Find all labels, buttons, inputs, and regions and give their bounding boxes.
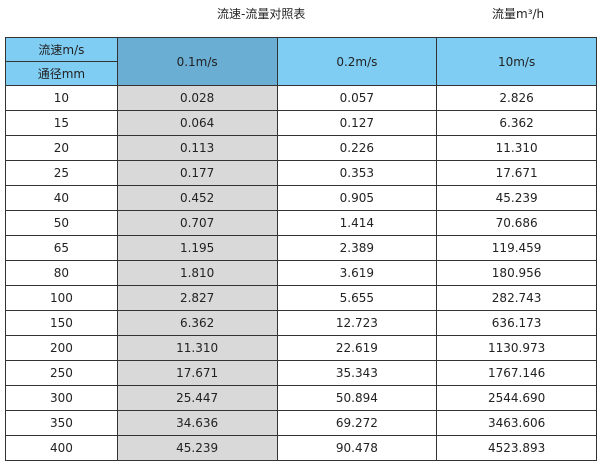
diameter-cell: 100 [5, 285, 118, 311]
flow-cell: 0.028 [116, 85, 278, 111]
flow-cell: 12.723 [276, 310, 438, 336]
diameter-cell: 400 [5, 435, 118, 461]
diameter-header: 通径mm [5, 61, 118, 86]
table-row: 25 0.177 0.353 17.671 [5, 160, 597, 186]
flow-cell: 1.810 [116, 260, 278, 286]
flow-cell: 3463.606 [436, 410, 597, 436]
flow-cell: 2.827 [116, 285, 278, 311]
flow-cell: 0.057 [276, 85, 438, 111]
flow-cell: 0.127 [276, 110, 438, 136]
flow-cell: 17.671 [116, 360, 278, 386]
flow-cell: 90.478 [276, 435, 438, 461]
flow-cell: 2544.690 [436, 385, 597, 411]
diameter-cell: 25 [5, 160, 118, 186]
flow-cell: 11.310 [436, 135, 597, 161]
flow-cell: 0.353 [276, 160, 438, 186]
table-row: 200 11.310 22.619 1130.973 [5, 335, 597, 361]
diameter-cell: 20 [5, 135, 118, 161]
table-row: 40 0.452 0.905 45.239 [5, 185, 597, 211]
table-row: 100 2.827 5.655 282.743 [5, 285, 597, 311]
column-header: 10m/s [436, 37, 597, 86]
diameter-cell: 80 [5, 260, 118, 286]
flow-cell: 1.414 [276, 210, 438, 236]
flow-cell: 282.743 [436, 285, 597, 311]
table-row: 15 0.064 0.127 6.362 [5, 110, 597, 136]
flow-cell: 1767.146 [436, 360, 597, 386]
diameter-cell: 15 [5, 110, 118, 136]
flow-cell: 69.272 [276, 410, 438, 436]
flow-cell: 2.389 [276, 235, 438, 261]
table-row: 80 1.810 3.619 180.956 [5, 260, 597, 286]
flow-cell: 636.173 [436, 310, 597, 336]
table-row: 20 0.113 0.226 11.310 [5, 135, 597, 161]
flow-cell: 45.239 [116, 435, 278, 461]
diameter-cell: 250 [5, 360, 118, 386]
diameter-cell: 40 [5, 185, 118, 211]
flow-cell: 17.671 [436, 160, 597, 186]
table-title: 流速-流量对照表 [217, 7, 306, 21]
flow-cell: 0.905 [276, 185, 438, 211]
diameter-cell: 350 [5, 410, 118, 436]
header-row: 通径mm [5, 61, 597, 86]
flow-cell: 1.195 [116, 235, 278, 261]
speed-header: 流速m/s [5, 37, 118, 62]
unit-label: 流量m³/h [492, 7, 545, 21]
flow-cell: 0.707 [116, 210, 278, 236]
table-row: 65 1.195 2.389 119.459 [5, 235, 597, 261]
diameter-cell: 150 [5, 310, 118, 336]
flow-cell: 45.239 [436, 185, 597, 211]
column-header: 0.1m/s [116, 37, 278, 86]
flow-cell: 22.619 [276, 335, 438, 361]
diameter-cell: 300 [5, 385, 118, 411]
column-header: 0.2m/s [276, 37, 438, 86]
table-row: 150 6.362 12.723 636.173 [5, 310, 597, 336]
flow-cell: 6.362 [116, 310, 278, 336]
flow-cell: 0.177 [116, 160, 278, 186]
diameter-cell: 10 [5, 85, 118, 111]
flow-cell: 2.826 [436, 85, 597, 111]
table-row: 50 0.707 1.414 70.686 [5, 210, 597, 236]
flow-table: 流速m/s 0.1m/s 0.2m/s 10m/s 通径mm 10 0.028 0.… [5, 37, 597, 461]
table-row: 400 45.239 90.478 4523.893 [5, 435, 597, 461]
flow-cell: 70.686 [436, 210, 597, 236]
diameter-cell: 200 [5, 335, 118, 361]
flow-cell: 25.447 [116, 385, 278, 411]
table-row: 350 34.636 69.272 3463.606 [5, 410, 597, 436]
flow-cell: 11.310 [116, 335, 278, 361]
flow-cell: 0.113 [116, 135, 278, 161]
flow-cell: 50.894 [276, 385, 438, 411]
flow-cell: 119.459 [436, 235, 597, 261]
table-row: 10 0.028 0.057 2.826 [5, 85, 597, 111]
flow-cell: 0.226 [276, 135, 438, 161]
flow-cell: 180.956 [436, 260, 597, 286]
header-row: 流速m/s 0.1m/s 0.2m/s 10m/s [5, 37, 597, 86]
diameter-cell: 50 [5, 210, 118, 236]
table-row: 250 17.671 35.343 1767.146 [5, 360, 597, 386]
flow-cell: 3.619 [276, 260, 438, 286]
flow-cell: 34.636 [116, 410, 278, 436]
flow-cell: 1130.973 [436, 335, 597, 361]
flow-cell: 4523.893 [436, 435, 597, 461]
table-row: 300 25.447 50.894 2544.690 [5, 385, 597, 411]
flow-cell: 0.452 [116, 185, 278, 211]
flow-cell: 6.362 [436, 110, 597, 136]
flow-cell: 35.343 [276, 360, 438, 386]
flow-cell: 0.064 [116, 110, 278, 136]
diameter-cell: 65 [5, 235, 118, 261]
flow-cell: 5.655 [276, 285, 438, 311]
